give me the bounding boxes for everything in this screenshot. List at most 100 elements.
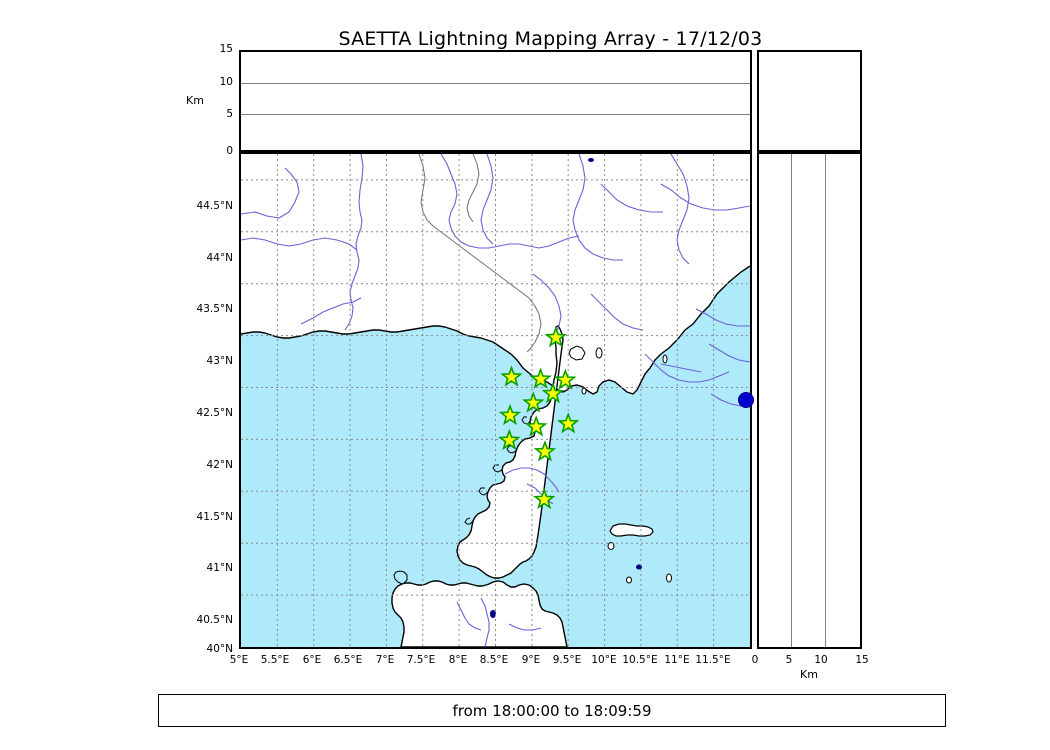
station-marker[interactable] xyxy=(557,412,580,434)
gridline-alt-5 xyxy=(241,114,750,116)
gridline-alt-10 xyxy=(241,82,750,84)
island-gorgona xyxy=(662,354,668,364)
rivers-layer xyxy=(241,154,750,647)
station-marker[interactable] xyxy=(498,428,521,450)
station-marker[interactable] xyxy=(541,381,565,404)
lon-tick-8: 8°E xyxy=(448,654,468,666)
lon-tick-10.5: 10.5°E xyxy=(622,654,658,666)
alt-tick-15: 15 xyxy=(219,43,233,55)
coastline-mainland xyxy=(241,265,750,395)
station-marker[interactable] xyxy=(544,325,568,348)
lon-tick-7: 7°E xyxy=(375,654,395,666)
right-axis-label: Km xyxy=(800,668,818,681)
landmass-sardinia xyxy=(391,580,568,647)
river-branch-2 xyxy=(241,237,358,251)
lon-tick-5: 5°E xyxy=(229,654,249,666)
island-elba xyxy=(609,523,654,537)
river-golo-corsica xyxy=(504,467,560,493)
river-italy-far-2 xyxy=(695,308,750,327)
lon-tick-8.5: 8.5°E xyxy=(479,654,509,666)
lat-tick-43: 43°N xyxy=(206,355,233,367)
lon-tick-10: 10°E xyxy=(591,654,617,666)
lat-tick-44.5: 44.5°N xyxy=(196,200,233,212)
landmass-corsica xyxy=(456,325,564,579)
island-capraia xyxy=(595,347,603,359)
lat-tick-44: 44°N xyxy=(206,252,233,264)
river-rhone xyxy=(344,154,364,331)
river-sardinia-3 xyxy=(508,623,542,631)
river-po-branch xyxy=(480,154,494,245)
map-panel[interactable] xyxy=(239,152,752,649)
lon-tick-6.5: 6.5°E xyxy=(333,654,363,666)
gridline-km-5 xyxy=(791,154,793,647)
station-marker[interactable] xyxy=(522,391,545,413)
lon-tick-11: 11°E xyxy=(664,654,690,666)
lake-alps xyxy=(588,158,594,162)
river-ne-1 xyxy=(600,183,663,213)
right-tick-5: 5 xyxy=(785,654,793,666)
station-marker[interactable] xyxy=(554,368,577,390)
altitude-vs-latitude-panel xyxy=(757,152,862,649)
lon-tick-9: 9°E xyxy=(521,654,541,666)
lon-tick-11.5: 11.5°E xyxy=(695,654,731,666)
island-small-2 xyxy=(626,576,632,584)
lon-tick-7.5: 7.5°E xyxy=(406,654,436,666)
island-archipelago-n xyxy=(568,345,586,361)
island-pianosa xyxy=(581,387,587,395)
lon-tick-9.5: 9.5°E xyxy=(552,654,582,666)
station-marker[interactable] xyxy=(498,403,522,426)
alt-tick-0: 0 xyxy=(226,145,233,157)
lon-tick-6: 6°E xyxy=(302,654,322,666)
river-arno xyxy=(572,154,623,261)
river-sardinia-1 xyxy=(480,597,490,647)
lat-tick-43.5: 43.5°N xyxy=(196,303,233,315)
source-marker xyxy=(738,392,754,408)
border-ch xyxy=(466,154,480,223)
gridline-km-10 xyxy=(824,154,826,647)
river-po-main xyxy=(440,154,580,249)
border-fr-it xyxy=(418,154,542,353)
coastline-corsica-west xyxy=(464,416,531,525)
alt-tick-10: 10 xyxy=(219,76,233,88)
status-bar: from 18:00:00 to 18:09:59 xyxy=(158,694,946,727)
lake-sardinia-1 xyxy=(490,610,496,618)
river-tuscany xyxy=(644,353,730,383)
station-marker[interactable] xyxy=(525,415,548,437)
river-italy-s1 xyxy=(708,343,750,363)
station-marker[interactable] xyxy=(529,367,552,389)
right-tick-0: 0 xyxy=(751,654,759,666)
river-durance xyxy=(300,297,362,325)
lat-tick-41: 41°N xyxy=(206,562,233,574)
station-marker[interactable] xyxy=(500,365,523,387)
altitude-histogram-panel xyxy=(757,50,862,152)
status-text: from 18:00:00 to 18:09:59 xyxy=(452,701,652,720)
lat-tick-41.5: 41.5°N xyxy=(196,511,233,523)
island-small-1 xyxy=(607,542,615,550)
island-small-3 xyxy=(666,573,672,583)
map-graphic xyxy=(241,154,750,647)
river-tiber xyxy=(670,154,690,265)
river-tavignano xyxy=(526,483,554,505)
altitude-axis-label: Km xyxy=(186,94,204,107)
grid-layer xyxy=(241,154,750,647)
river-branch-1 xyxy=(241,167,300,219)
lat-tick-40: 40°N xyxy=(206,643,233,655)
river-eastern xyxy=(660,183,750,211)
borders-layer xyxy=(418,154,542,353)
page-title: SAETTA Lightning Mapping Array - 17/12/0… xyxy=(338,28,763,50)
station-marker[interactable] xyxy=(533,440,557,462)
river-sardinia-2 xyxy=(456,601,482,631)
river-apennine-2 xyxy=(590,293,644,331)
right-tick-10: 10 xyxy=(814,654,828,666)
station-marker[interactable] xyxy=(533,487,556,510)
lat-tick-42.5: 42.5°N xyxy=(196,407,233,419)
lat-tick-42: 42°N xyxy=(206,459,233,471)
lon-tick-5.5: 5.5°E xyxy=(260,654,290,666)
coastline-sardinia-west xyxy=(393,570,408,585)
alt-tick-5: 5 xyxy=(226,108,233,120)
station-markers-layer[interactable] xyxy=(498,325,580,510)
altitude-vs-longitude-panel xyxy=(239,50,752,152)
right-tick-15: 15 xyxy=(855,654,869,666)
river-ligurian-sea-coast xyxy=(660,363,702,373)
